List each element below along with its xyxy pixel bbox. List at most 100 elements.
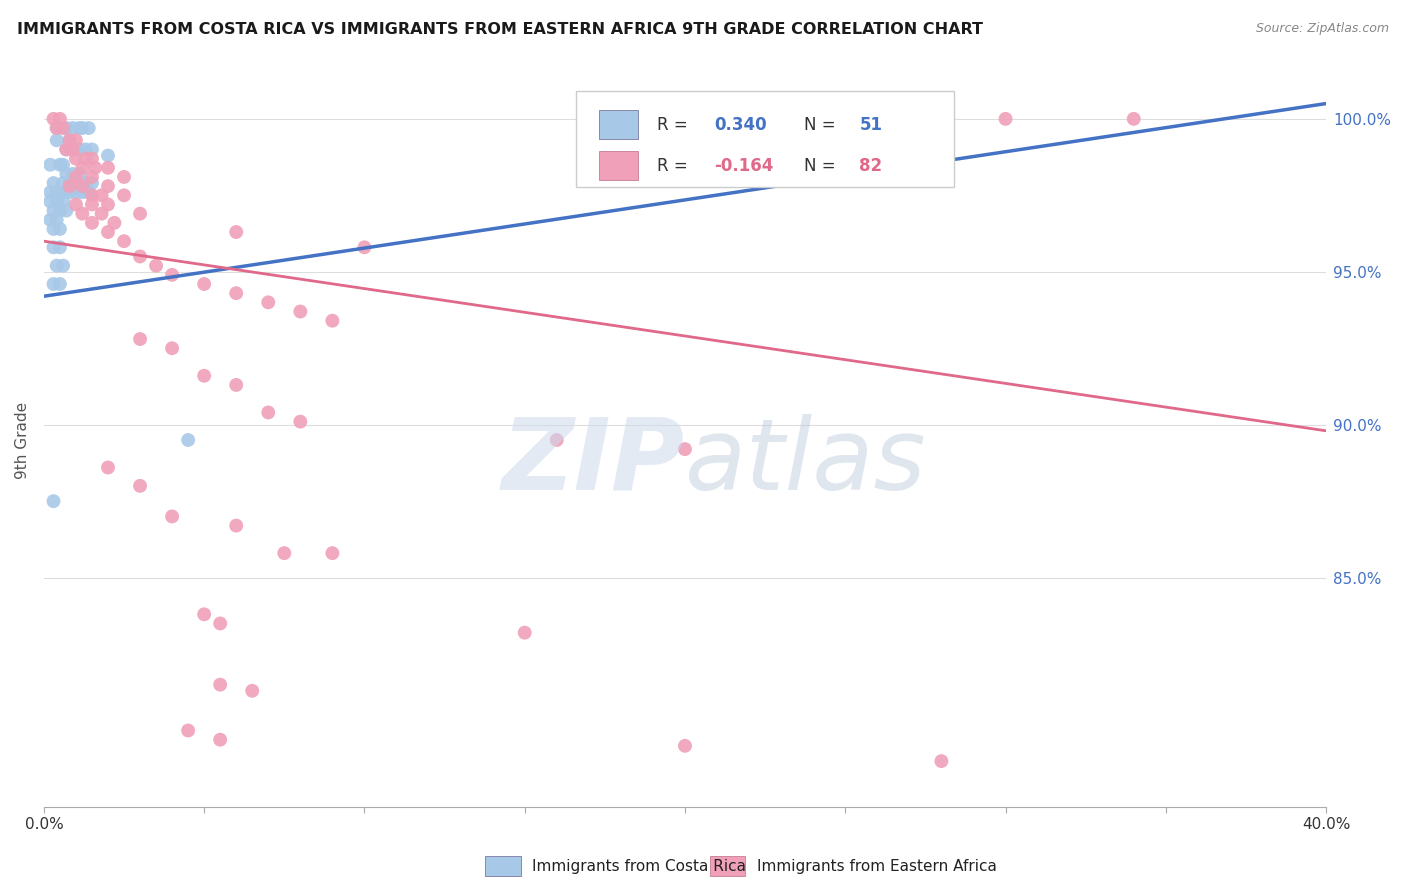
Text: Immigrants from Costa Rica: Immigrants from Costa Rica: [531, 859, 745, 873]
Point: [58, 176, 80, 190]
Text: 82: 82: [859, 157, 883, 175]
Point: [62, 167, 84, 181]
Point: [209, 616, 232, 631]
Point: [225, 378, 247, 392]
Point: [77, 121, 100, 136]
Point: [52, 186, 75, 200]
Point: [49, 240, 72, 254]
Text: 0.340: 0.340: [714, 116, 768, 134]
Point: [80, 176, 103, 190]
Point: [52, 259, 75, 273]
Point: [80, 197, 103, 211]
Point: [65, 169, 87, 184]
Point: [1122, 112, 1144, 126]
Point: [257, 405, 280, 419]
Text: atlas: atlas: [685, 414, 927, 510]
Point: [65, 186, 87, 200]
Point: [97, 225, 120, 239]
Point: [52, 176, 75, 190]
Point: [546, 433, 568, 447]
Point: [321, 546, 343, 560]
Point: [225, 518, 247, 533]
Point: [62, 143, 84, 157]
Point: [145, 259, 167, 273]
Point: [97, 179, 120, 194]
Point: [39, 212, 62, 227]
Point: [129, 207, 152, 221]
Point: [52, 121, 75, 136]
Point: [193, 277, 215, 291]
Point: [353, 240, 375, 254]
Point: [80, 152, 103, 166]
Point: [52, 194, 75, 209]
Point: [80, 143, 103, 157]
Text: -0.164: -0.164: [714, 157, 773, 175]
Point: [45, 186, 67, 200]
Point: [39, 158, 62, 172]
Point: [209, 678, 232, 692]
Point: [55, 167, 77, 181]
Point: [290, 304, 312, 318]
Point: [62, 121, 84, 136]
Point: [52, 158, 75, 172]
Point: [112, 169, 135, 184]
Point: [67, 143, 90, 157]
Point: [72, 179, 94, 194]
Point: [65, 152, 87, 166]
Point: [240, 683, 263, 698]
Point: [72, 207, 94, 221]
Point: [72, 121, 94, 136]
Point: [97, 197, 120, 211]
Point: [75, 152, 97, 166]
Point: [97, 161, 120, 175]
Text: R =: R =: [657, 116, 693, 134]
Point: [65, 197, 87, 211]
Point: [193, 368, 215, 383]
Point: [49, 112, 72, 126]
Point: [42, 494, 65, 508]
Point: [90, 188, 112, 202]
Point: [75, 143, 97, 157]
Text: N =: N =: [804, 157, 841, 175]
Text: R =: R =: [657, 157, 693, 175]
Point: [273, 546, 295, 560]
Point: [45, 121, 67, 136]
Point: [257, 295, 280, 310]
Point: [290, 415, 312, 429]
Text: 51: 51: [859, 116, 883, 134]
Point: [42, 176, 65, 190]
Point: [786, 112, 808, 126]
Point: [994, 112, 1017, 126]
Point: [673, 112, 696, 126]
Point: [103, 216, 125, 230]
Point: [112, 188, 135, 202]
Point: [65, 133, 87, 147]
Point: [97, 148, 120, 162]
Point: [55, 143, 77, 157]
Point: [67, 121, 90, 136]
Point: [39, 186, 62, 200]
Point: [42, 112, 65, 126]
Point: [42, 240, 65, 254]
Point: [58, 179, 80, 194]
Text: Source: ZipAtlas.com: Source: ZipAtlas.com: [1256, 22, 1389, 36]
Point: [931, 754, 953, 768]
Point: [72, 186, 94, 200]
Point: [65, 176, 87, 190]
Point: [160, 268, 183, 282]
Point: [45, 194, 67, 209]
Point: [673, 739, 696, 753]
Y-axis label: 9th Grade: 9th Grade: [15, 401, 30, 478]
Point: [62, 143, 84, 157]
Point: [67, 167, 90, 181]
FancyBboxPatch shape: [599, 151, 637, 180]
Point: [42, 222, 65, 236]
Point: [45, 212, 67, 227]
FancyBboxPatch shape: [576, 91, 955, 186]
Point: [58, 186, 80, 200]
Text: IMMIGRANTS FROM COSTA RICA VS IMMIGRANTS FROM EASTERN AFRICA 9TH GRADE CORRELATI: IMMIGRANTS FROM COSTA RICA VS IMMIGRANTS…: [17, 22, 983, 37]
Point: [72, 161, 94, 175]
Point: [321, 314, 343, 328]
Point: [75, 176, 97, 190]
Point: [112, 234, 135, 248]
